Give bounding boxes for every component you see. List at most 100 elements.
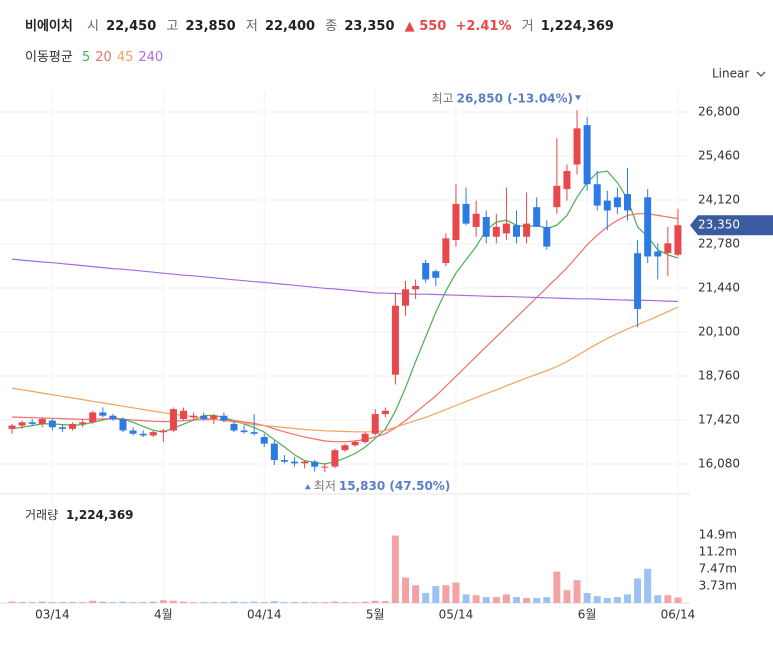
field-value: 1,224,369	[541, 19, 614, 34]
ma-title: 이동평균	[25, 50, 73, 65]
volume-bar	[634, 578, 642, 603]
y-tick-label: 16,080	[698, 456, 740, 470]
volume-bar	[280, 602, 288, 603]
volume-bar	[210, 602, 218, 603]
volume-bar	[391, 535, 399, 603]
candle-body	[623, 194, 631, 211]
y-tick-label: 22,780	[698, 236, 740, 250]
ma-legend-entry: 240	[138, 50, 163, 65]
volume-bar	[654, 595, 662, 603]
candle-body	[18, 422, 26, 426]
y-tick-label: 24,120	[698, 192, 740, 206]
candle-body	[613, 197, 621, 208]
candle-body	[664, 243, 672, 254]
volume-bar	[361, 601, 369, 603]
candle-body	[331, 450, 339, 467]
volume-bar	[412, 585, 420, 603]
volume-bar	[311, 602, 319, 603]
volume-bar	[200, 602, 208, 603]
volume-bar	[351, 602, 359, 603]
volume-bar	[573, 580, 581, 603]
volume-tick-label: 11.2m	[699, 544, 737, 558]
x-tick-label: 4월	[154, 608, 173, 622]
volume-bar	[159, 600, 167, 603]
candle-body	[159, 430, 167, 433]
annotation-text: 15,830 (47.50%)	[339, 479, 450, 493]
ma-line	[11, 213, 679, 443]
x-tick-label: 06/14	[661, 608, 696, 622]
last-price-tag	[690, 215, 773, 236]
volume-bar	[220, 602, 228, 603]
candle-body	[371, 414, 379, 434]
volume-bar	[8, 601, 16, 603]
candle-body	[321, 466, 329, 468]
volume-bar	[149, 601, 157, 603]
x-tick-label: 5월	[366, 608, 385, 622]
candle-body	[361, 433, 369, 442]
candle-body	[644, 197, 652, 257]
candle-body	[180, 410, 188, 419]
volume-bar	[291, 602, 299, 603]
candle-body	[412, 285, 420, 290]
volume-bar	[442, 585, 450, 603]
volume-bar	[402, 577, 410, 603]
field-value: 23,850	[186, 19, 236, 34]
volume-bar	[674, 597, 682, 603]
annotation: 최저 15,830 (47.50%)	[314, 479, 451, 493]
volume-bar	[502, 594, 510, 603]
candle-body	[603, 200, 611, 211]
ma-line	[11, 306, 679, 433]
candle-body	[402, 289, 410, 306]
candle-body	[38, 418, 46, 424]
ma-legend-entry: 5	[82, 50, 90, 65]
candle-body	[573, 128, 581, 165]
field-label: 거	[522, 19, 534, 34]
candle-body	[452, 203, 460, 241]
field-label: 고	[166, 19, 178, 34]
volume-bar	[523, 597, 531, 603]
candle-body	[99, 412, 107, 416]
volume-bar	[452, 582, 460, 603]
volume-tick-label: 14.9m	[699, 528, 737, 542]
volume-bar	[18, 602, 26, 603]
candle-body	[523, 223, 531, 237]
volume-bar	[301, 602, 309, 603]
scale-label[interactable]: Linear	[712, 67, 749, 81]
annotation-label: 최저	[314, 479, 336, 493]
ma-legend: 이동평균 5 20 45 240	[25, 50, 163, 65]
candle-body	[301, 461, 309, 464]
candle-body	[482, 217, 490, 237]
volume-bar	[381, 601, 389, 603]
volume-bar	[180, 601, 188, 603]
candle-body	[230, 423, 238, 431]
volume-bar	[190, 602, 198, 603]
y-tick-label: 25,460	[698, 148, 740, 162]
candle-body	[543, 226, 551, 247]
candle-body	[280, 460, 288, 462]
field-label: 시	[87, 19, 99, 34]
ma-legend-entry: 20	[95, 50, 112, 65]
x-tick-label: 05/14	[439, 608, 474, 622]
volume-bar	[623, 594, 631, 603]
annotation-label: 최고	[432, 91, 454, 105]
volume-bar	[553, 571, 561, 603]
annotation-text: 26,850 (-13.04%)	[457, 91, 573, 105]
candle-body	[89, 412, 97, 423]
candle-body	[381, 410, 389, 415]
candle-body	[109, 415, 117, 419]
candle-body	[169, 409, 177, 431]
volume-bar	[482, 597, 490, 603]
field-value: 22,450	[106, 19, 156, 34]
candle-body	[220, 415, 228, 421]
candle-body	[190, 415, 198, 418]
volume-bar	[341, 602, 349, 603]
candle-body	[472, 213, 480, 227]
candle-body	[79, 422, 87, 424]
scale-toggle[interactable]: Linear	[712, 67, 766, 81]
candle-body	[260, 437, 268, 444]
volume-bar	[28, 602, 36, 603]
stock-name: 비에이치	[25, 18, 73, 34]
volume-bar	[432, 586, 440, 603]
chevron[interactable]	[756, 71, 766, 77]
